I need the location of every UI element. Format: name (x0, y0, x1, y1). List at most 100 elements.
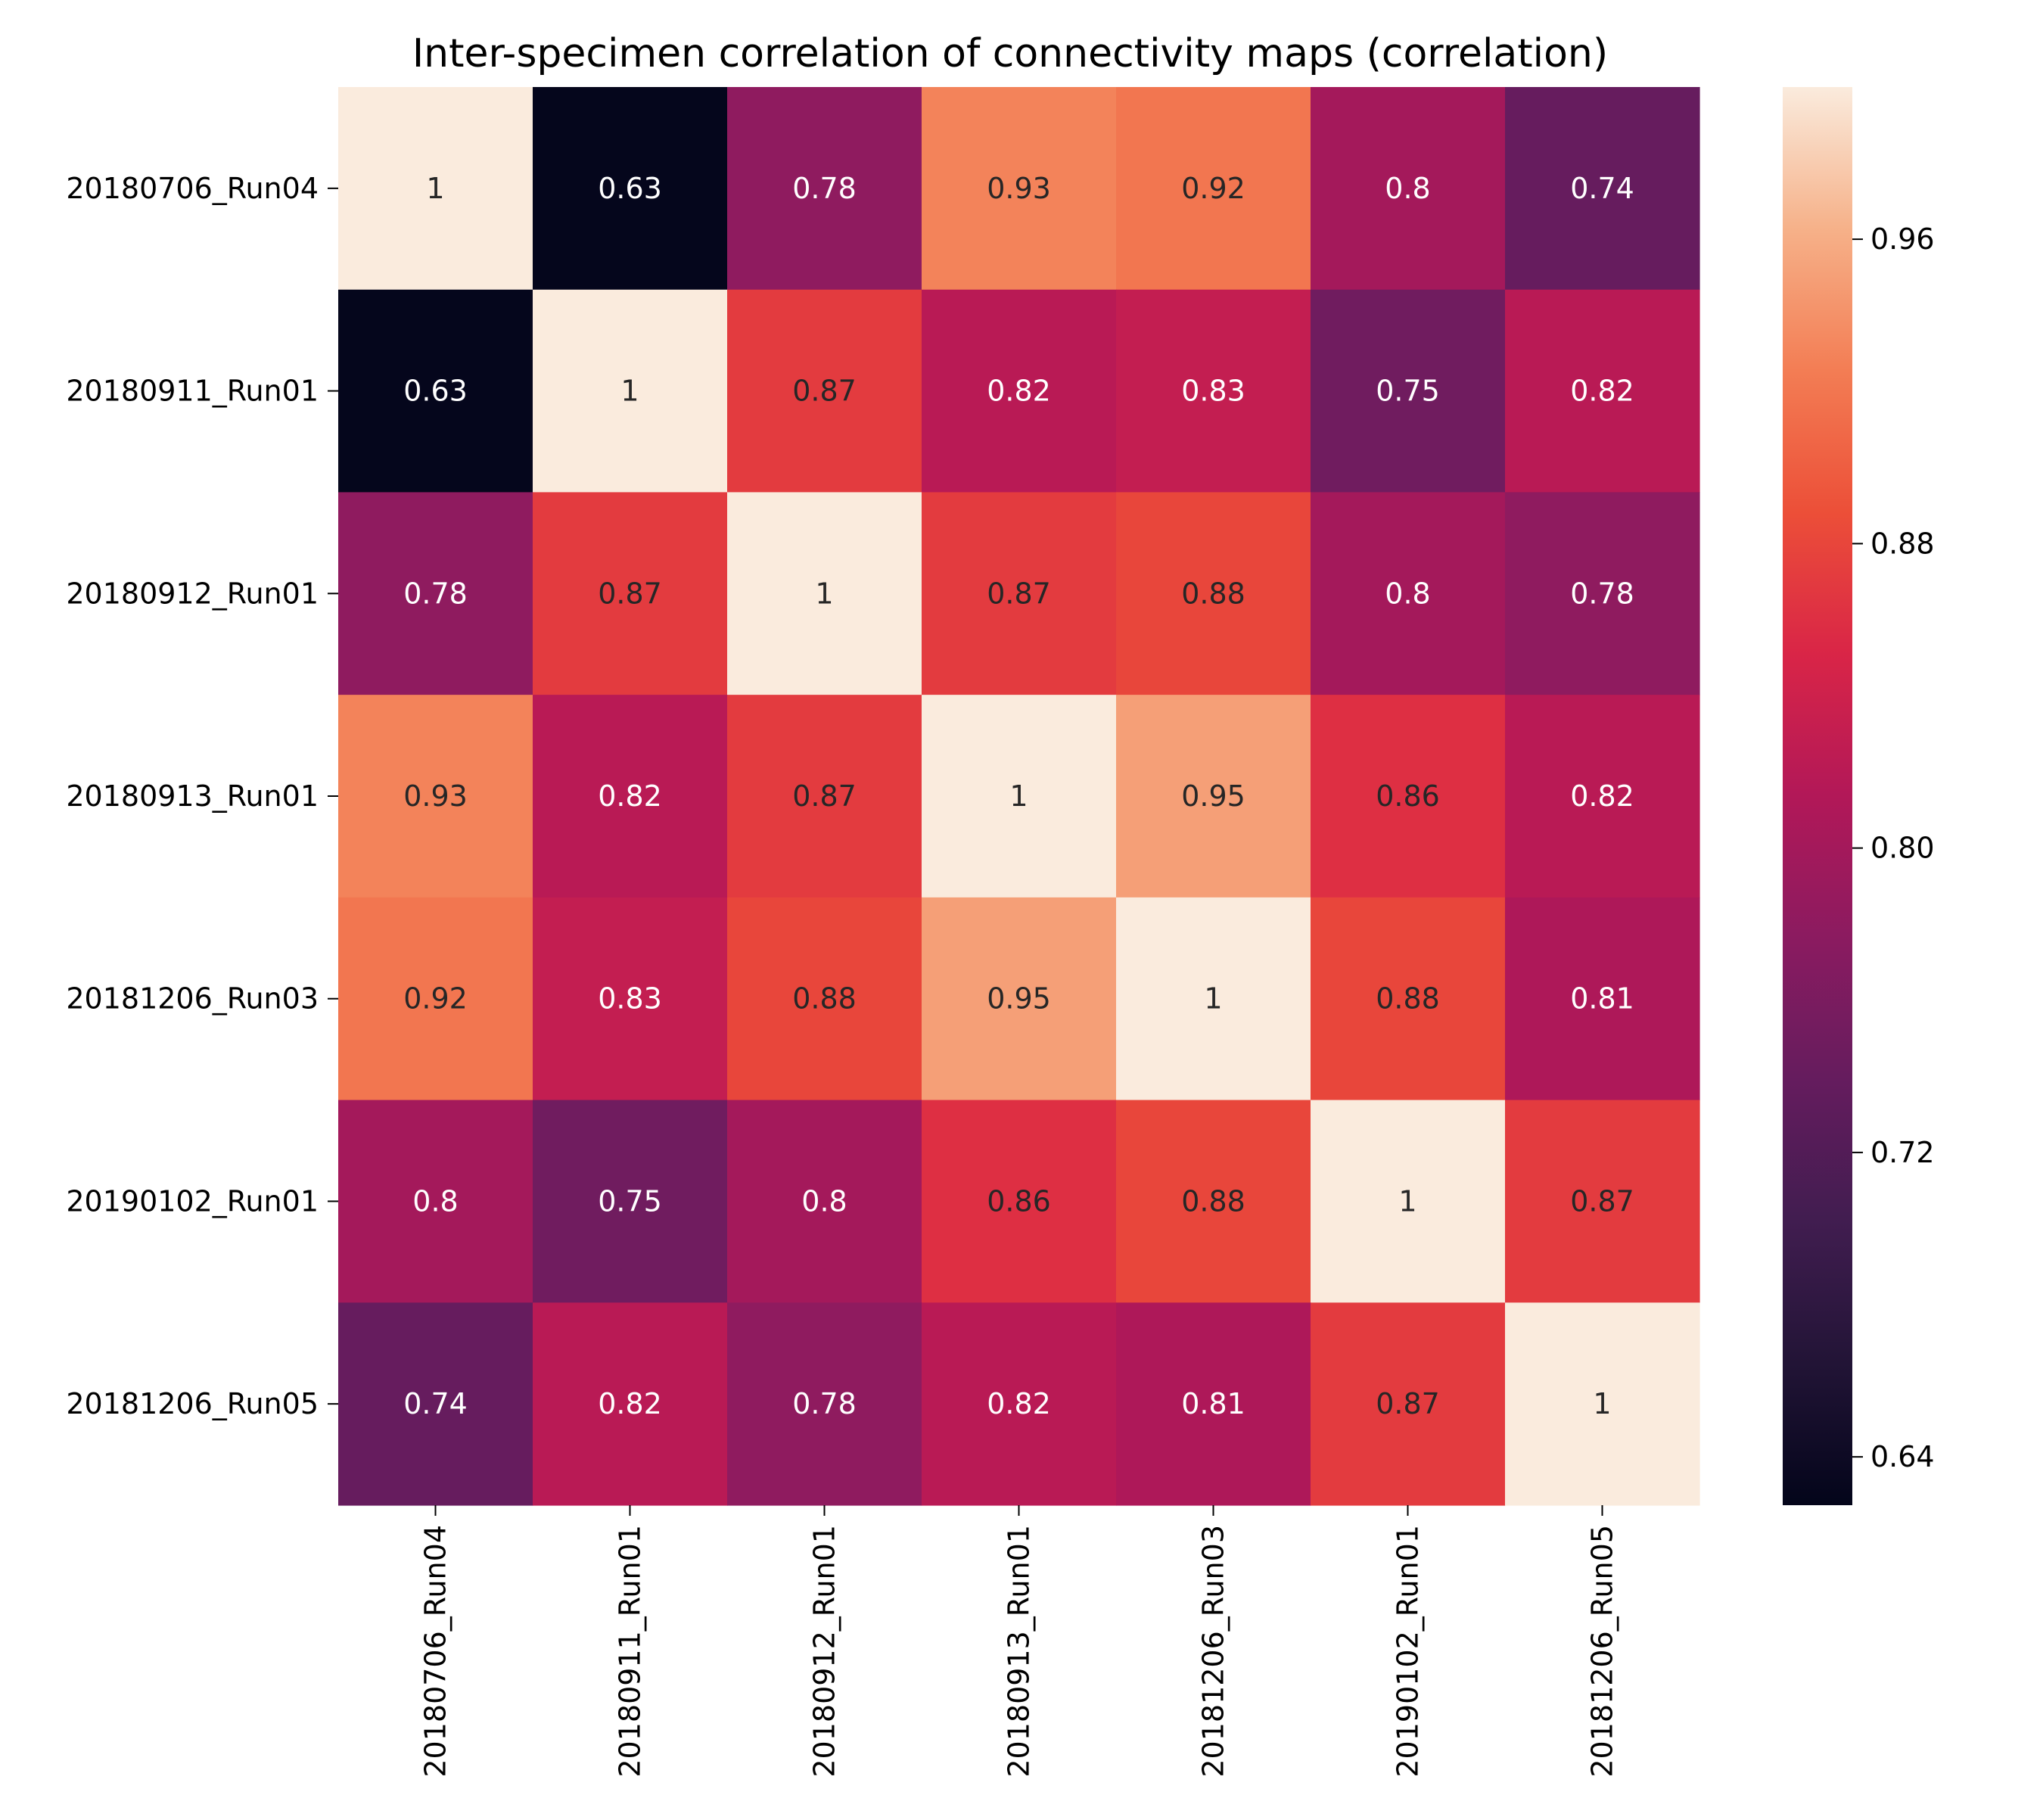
colorbar-tick-label: 0.72 (1870, 1136, 1935, 1169)
y-tick-label: 20180913_Run01 (66, 779, 319, 813)
heatmap-cell (1116, 897, 1311, 1101)
heatmap-cell (727, 492, 922, 695)
colorbar-tick-label: 0.80 (1870, 832, 1935, 865)
cell-value-label: 1 (1398, 1184, 1416, 1218)
heatmap-cell (1311, 1302, 1506, 1506)
x-tick-label: 20181206_Run03 (1197, 1525, 1230, 1778)
heatmap-cell (1116, 1302, 1311, 1506)
cell-value-label: 0.63 (598, 172, 662, 205)
heatmap-cell (1116, 87, 1311, 291)
heatmap-cell (533, 695, 728, 898)
cell-value-label: 0.78 (792, 172, 857, 205)
cell-value-label: 0.93 (987, 172, 1051, 205)
heatmap-cell (727, 897, 922, 1101)
cell-value-label: 0.78 (792, 1387, 857, 1420)
x-tick-label: 20180911_Run01 (614, 1525, 647, 1778)
cell-value-label: 0.88 (1181, 1184, 1245, 1218)
heatmap-cell (922, 695, 1117, 898)
heatmap-cell (727, 1100, 922, 1303)
cell-value-label: 0.82 (1570, 779, 1634, 813)
cell-value-label: 0.95 (1181, 779, 1245, 813)
heatmap-cell (1505, 695, 1700, 898)
cell-value-label: 0.82 (987, 375, 1051, 408)
heatmap-cell (727, 1302, 922, 1506)
cell-value-label: 0.82 (1570, 375, 1634, 408)
heatmap-cell (727, 87, 922, 291)
cell-value-label: 0.75 (598, 1184, 662, 1218)
cell-value-label: 0.8 (1385, 172, 1430, 205)
y-tick-label: 20181206_Run05 (66, 1387, 319, 1420)
cell-value-label: 0.87 (792, 375, 857, 408)
heatmap-cell (533, 492, 728, 695)
heatmap-cell (338, 289, 533, 493)
cell-value-label: 0.83 (598, 982, 662, 1016)
heatmap-cell (1116, 695, 1311, 898)
cell-value-label: 0.86 (987, 1184, 1051, 1218)
cell-value-label: 1 (620, 375, 639, 408)
heatmap-cell (1116, 1100, 1311, 1303)
cell-value-label: 0.82 (598, 779, 662, 813)
x-tick-label: 20190102_Run01 (1392, 1525, 1425, 1778)
y-tick-label: 20190102_Run01 (66, 1184, 319, 1218)
heatmap-cell (1311, 492, 1506, 695)
heatmap-cells (338, 87, 1700, 1506)
heatmap-cell (1505, 1302, 1700, 1506)
heatmap-cell (338, 897, 533, 1101)
cell-value-label: 0.87 (987, 577, 1051, 610)
cell-value-label: 0.82 (987, 1387, 1051, 1420)
heatmap-cell (727, 289, 922, 493)
y-tick-label: 20180911_Run01 (66, 375, 319, 408)
heatmap-cell (338, 1302, 533, 1506)
cell-value-label: 0.88 (1181, 577, 1245, 610)
x-tick-label: 20180913_Run01 (1003, 1525, 1036, 1778)
colorbar-tick-label: 0.88 (1870, 527, 1935, 560)
x-axis: 20180706_Run04 20180911_Run01 20180912_Run… (419, 1505, 1619, 1778)
y-tick-label: 20180706_Run04 (66, 172, 319, 205)
cell-value-label: 0.88 (1376, 982, 1440, 1016)
heatmap-cell-labels: 1 0.63 0.78 0.93 0.92 0.8 0.74 0.63 1 0.87 0.82 0.8… (403, 172, 1634, 1420)
x-tick-label: 20180912_Run01 (808, 1525, 841, 1778)
heatmap-cell (922, 289, 1117, 493)
cell-value-label: 0.8 (801, 1184, 847, 1218)
heatmap-cell (1311, 1100, 1506, 1303)
heatmap-cell (533, 897, 728, 1101)
cell-value-label: 0.81 (1570, 982, 1634, 1016)
heatmap-cell (1116, 289, 1311, 493)
heatmap-cell (1505, 1100, 1700, 1303)
heatmap-cell (338, 1100, 533, 1303)
heatmap-cell (922, 1100, 1117, 1303)
cell-value-label: 0.63 (403, 375, 468, 408)
colorbar-tick-label: 0.96 (1870, 222, 1935, 256)
heatmap-cell (1311, 289, 1506, 493)
heatmap-cell (727, 695, 922, 898)
heatmap-cell (1505, 289, 1700, 493)
cell-value-label: 0.8 (1385, 577, 1430, 610)
cell-value-label: 0.87 (792, 779, 857, 813)
cell-value-label: 1 (1204, 982, 1222, 1016)
cell-value-label: 0.95 (987, 982, 1051, 1016)
cell-value-label: 0.82 (598, 1387, 662, 1420)
cell-value-label: 0.74 (403, 1387, 468, 1420)
heatmap-cell (1505, 87, 1700, 291)
heatmap-cell (338, 492, 533, 695)
cell-value-label: 0.74 (1570, 172, 1634, 205)
cell-value-label: 0.83 (1181, 375, 1245, 408)
heatmap-cell (922, 492, 1117, 695)
cell-value-label: 0.8 (412, 1184, 458, 1218)
heatmap-cell (533, 289, 728, 493)
y-axis: 20180706_Run04 20180911_Run01 20180912_Run… (66, 172, 338, 1420)
cell-value-label: 0.87 (1376, 1387, 1440, 1420)
cell-value-label: 0.86 (1376, 779, 1440, 813)
heatmap-cell (1505, 897, 1700, 1101)
chart-title: Inter-specimen correlation of connectivi… (412, 31, 1608, 76)
cell-value-label: 1 (1009, 779, 1028, 813)
colorbar-tick-label: 0.64 (1870, 1440, 1935, 1473)
cell-value-label: 1 (426, 172, 444, 205)
y-tick-label: 20181206_Run03 (66, 982, 319, 1016)
cell-value-label: 0.93 (403, 779, 468, 813)
colorbar: 0.64 0.72 0.80 0.88 0.96 (1783, 87, 1935, 1505)
heatmap-cell (1116, 492, 1311, 695)
heatmap-cell (922, 1302, 1117, 1506)
